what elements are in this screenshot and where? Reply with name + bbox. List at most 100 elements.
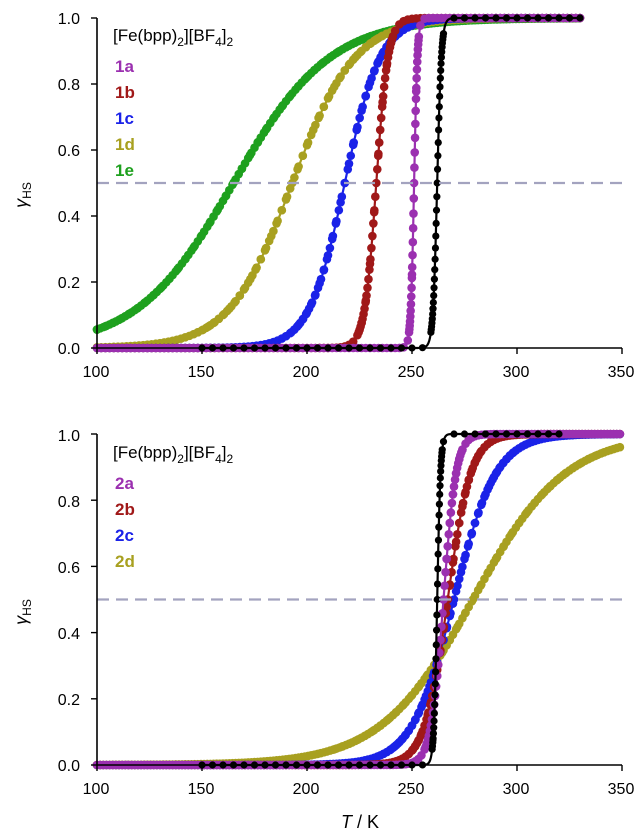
series-1e-top: [92, 13, 584, 334]
data-point-1a: [410, 133, 420, 143]
data-point-1e: [334, 47, 343, 56]
data-point-reference: [429, 298, 437, 307]
x-tick-label: 150: [188, 781, 215, 798]
data-point-1c: [328, 231, 338, 241]
data-point-1b: [377, 102, 387, 112]
data-point-1d: [277, 205, 287, 215]
data-point-2b: [458, 498, 468, 508]
data-point-reference: [435, 523, 443, 531]
data-point-reference: [450, 430, 458, 438]
x-tick-label: 300: [503, 364, 530, 381]
y-tick-label: 0.6: [58, 560, 80, 577]
data-point-1e: [116, 314, 126, 323]
data-point-reference: [433, 580, 442, 588]
data-point-2b: [453, 529, 462, 539]
x-tick-label: 350: [608, 364, 635, 381]
data-point-1b: [367, 243, 376, 253]
data-point-1e: [173, 264, 182, 274]
data-point-1e: [157, 283, 166, 292]
data-point-1a: [408, 223, 418, 233]
legend-title-part: ]: [222, 26, 227, 45]
y-axis-title-top: γHS: [11, 182, 34, 208]
x-tick-label: 100: [83, 364, 110, 381]
data-point-1d: [272, 219, 281, 228]
data-point-2a: [441, 567, 450, 577]
data-point-2d: [337, 742, 347, 751]
series-1d-top: [92, 13, 585, 352]
data-point-1d: [235, 291, 245, 300]
data-point-1e: [261, 125, 271, 134]
data-point-2a: [446, 508, 456, 517]
data-point-2c: [484, 482, 494, 491]
data-point-1e: [253, 137, 263, 147]
data-point-2d: [407, 691, 416, 701]
data-point-1c: [316, 274, 326, 284]
series-layer-bottom: [92, 429, 625, 770]
legend-entry-2c: 2c: [115, 526, 134, 545]
data-point-1c: [310, 291, 320, 300]
data-point-1a: [416, 21, 425, 30]
data-point-2c: [470, 518, 480, 528]
data-point-2d: [591, 451, 601, 460]
data-point-1e: [189, 243, 198, 252]
data-point-1b: [363, 283, 372, 293]
data-point-reference: [434, 138, 442, 147]
data-point-reference: [435, 114, 443, 122]
data-point-2d: [507, 529, 516, 539]
data-point-2a: [448, 490, 458, 499]
y-tick-label: 1.0: [58, 428, 80, 445]
data-point-1e: [132, 304, 142, 313]
data-point-1c: [307, 298, 317, 307]
data-point-1b: [376, 113, 386, 123]
x-tick-label: 250: [398, 781, 425, 798]
data-point-reference: [431, 244, 440, 252]
data-point-reference: [555, 14, 563, 22]
data-point-reference: [513, 14, 521, 22]
data-point-2d: [445, 635, 455, 645]
data-point-reference: [433, 179, 441, 187]
data-point-reference: [437, 53, 445, 61]
data-point-reference: [439, 32, 447, 40]
data-point-1e: [342, 42, 351, 52]
data-point-2c: [449, 595, 459, 604]
data-point-1b: [373, 151, 383, 161]
data-point-2a: [440, 581, 449, 591]
data-point-1e: [100, 322, 110, 331]
data-point-1e: [149, 290, 158, 300]
y-tick-label: 0.2: [58, 275, 80, 292]
legend-title-subscript: 2: [177, 452, 184, 466]
data-point-reference: [436, 482, 444, 490]
data-point-reference: [430, 724, 438, 732]
data-point-2a: [458, 445, 467, 455]
data-point-2d: [499, 541, 509, 551]
data-point-1c: [361, 92, 370, 101]
data-point-reference: [438, 446, 446, 454]
data-point-reference: [434, 152, 442, 160]
data-point-2c: [477, 498, 487, 508]
data-point-1c: [331, 219, 341, 228]
data-point-1a: [410, 148, 420, 157]
data-point-1c: [364, 82, 373, 92]
data-point-1a: [412, 57, 422, 67]
series-1c-top: [92, 13, 585, 353]
data-point-2c: [474, 508, 483, 517]
data-point-2d: [391, 708, 401, 717]
data-point-reference: [460, 430, 469, 438]
x-axis-title-unit: / K: [352, 812, 379, 832]
data-point-1c: [319, 265, 329, 274]
data-point-2d: [414, 682, 424, 691]
data-point-2d: [576, 458, 585, 468]
legend-entry-1e: 1e: [115, 161, 134, 180]
data-point-reference: [523, 430, 532, 438]
data-point-1b: [388, 32, 398, 41]
data-point-reference: [436, 92, 444, 100]
data-point-reference: [436, 74, 444, 82]
data-point-2a: [444, 529, 454, 539]
data-point-1a: [411, 119, 420, 129]
data-point-1d: [267, 231, 276, 241]
legend-title-part: ][BF: [184, 26, 215, 45]
data-point-2d: [460, 608, 470, 618]
data-point-1c: [337, 192, 347, 202]
data-point-reference: [433, 611, 441, 619]
data-point-2c: [460, 554, 469, 564]
